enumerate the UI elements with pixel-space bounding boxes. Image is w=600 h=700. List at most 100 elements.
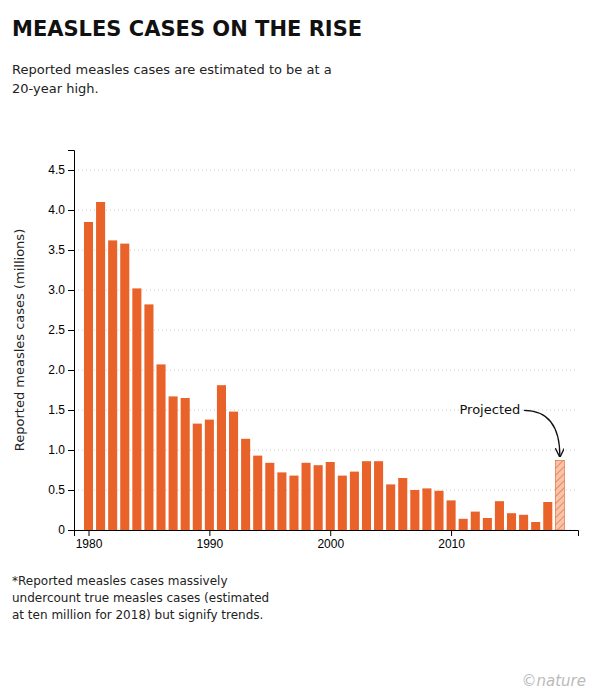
y-tick-mark — [68, 170, 74, 171]
bar — [543, 502, 552, 530]
bar — [447, 500, 456, 530]
bar — [205, 420, 214, 530]
y-tick: 3.0 — [48, 283, 74, 297]
bar — [253, 456, 262, 530]
bar — [410, 490, 419, 530]
annotation: Projected — [460, 402, 521, 417]
y-tick-mark — [68, 330, 74, 331]
y-tick: 1.5 — [48, 403, 74, 417]
x-tick: 1980 — [76, 530, 103, 551]
y-tick: 0.5 — [48, 483, 74, 497]
bar — [277, 472, 286, 530]
y-tick-mark — [68, 370, 74, 371]
bar — [338, 476, 347, 530]
y-tick-label: 0 — [58, 523, 65, 537]
bar — [483, 518, 492, 530]
bar — [120, 244, 129, 530]
bar — [374, 461, 383, 530]
bar — [555, 460, 564, 530]
x-tick-label: 2010 — [438, 537, 465, 551]
y-axis-line — [68, 151, 75, 531]
x-tick-mark — [209, 530, 210, 536]
bar — [241, 439, 250, 530]
credit: ©nature — [522, 672, 586, 690]
y-tick: 2.5 — [48, 323, 74, 337]
bar — [289, 476, 298, 530]
annotation-arrow — [524, 410, 560, 456]
text-line: 20-year high. — [12, 81, 99, 96]
bar — [193, 424, 202, 530]
x-tick: 1990 — [197, 530, 224, 551]
bar — [217, 385, 226, 530]
grid-line — [74, 210, 578, 211]
y-axis: 0 0.5 1.0 1.5 2.0 2.5 3.0 3.5 4.0 4.5 — [48, 151, 74, 538]
y-tick-label: 2.5 — [48, 323, 65, 337]
y-tick-label: 3.0 — [48, 283, 65, 297]
y-tick-mark — [68, 210, 74, 211]
bar — [181, 398, 190, 530]
grid-line — [74, 250, 578, 251]
bar — [229, 412, 238, 530]
bar — [302, 463, 311, 530]
x-tick-mark — [89, 530, 90, 536]
y-tick-label: 1.5 — [48, 403, 65, 417]
bar — [507, 513, 516, 530]
bar — [265, 463, 274, 530]
y-tick: 3.5 — [48, 243, 74, 257]
bar — [96, 202, 105, 530]
x-axis: 1980 1990 2000 2010 — [75, 530, 579, 551]
plot: 0 0.5 1.0 1.5 2.0 2.5 3.0 3.5 4.0 4.5 1980 1990 2000… — [48, 151, 578, 551]
y-tick-label: 4.0 — [48, 203, 65, 217]
x-axis-line — [75, 531, 579, 537]
x-tick-mark — [330, 530, 331, 536]
y-tick-label: 2.0 — [48, 363, 65, 377]
bar — [169, 396, 178, 530]
y-tick-mark — [68, 450, 74, 451]
bar — [398, 478, 407, 530]
bar — [519, 515, 528, 530]
bar — [314, 465, 323, 530]
subtitle: Reported measles cases are estimated to … — [12, 62, 332, 96]
y-tick-mark — [68, 410, 74, 411]
bar — [108, 240, 117, 530]
bars — [84, 202, 564, 530]
chart: MEASLES CASES ON THE RISE Reported measle… — [0, 0, 600, 700]
y-tick: 1.0 — [48, 443, 74, 457]
y-tick-label: 3.5 — [48, 243, 65, 257]
grid-line — [74, 290, 578, 291]
y-tick-mark — [68, 250, 74, 251]
bar — [326, 462, 335, 530]
y-tick-label: 4.5 — [48, 163, 65, 177]
x-tick-label: 1980 — [76, 537, 103, 551]
text-line: undercount true measles cases (estimated — [12, 591, 269, 605]
bar — [132, 288, 141, 530]
bar — [422, 488, 431, 530]
text-line: Reported measles cases are estimated to … — [12, 62, 332, 77]
x-tick-label: 1990 — [197, 537, 224, 551]
y-axis-title: Reported measles cases (millions) — [12, 229, 27, 451]
y-tick-mark — [68, 530, 74, 531]
bar — [459, 519, 468, 530]
y-tick: 2.0 — [48, 363, 74, 377]
x-tick-label: 2000 — [317, 537, 344, 551]
y-tick-mark — [68, 490, 74, 491]
bar — [386, 484, 395, 530]
y-tick: 4.5 — [48, 163, 74, 177]
y-tick-mark — [68, 290, 74, 291]
y-tick-label: 1.0 — [48, 443, 65, 457]
bar — [84, 222, 93, 530]
bar — [495, 501, 504, 530]
x-tick: 2010 — [438, 530, 465, 551]
text-line: *Reported measles cases massively — [12, 574, 228, 588]
bar — [144, 304, 153, 530]
bar — [350, 472, 359, 530]
bar — [531, 522, 540, 530]
title: MEASLES CASES ON THE RISE — [12, 17, 362, 41]
x-tick-mark — [451, 530, 452, 536]
y-tick: 4.0 — [48, 203, 74, 217]
y-tick: 0 — [58, 523, 74, 537]
bar — [471, 512, 480, 530]
bar-hatch — [555, 460, 564, 530]
grid — [74, 170, 578, 530]
y-tick-label: 0.5 — [48, 483, 65, 497]
